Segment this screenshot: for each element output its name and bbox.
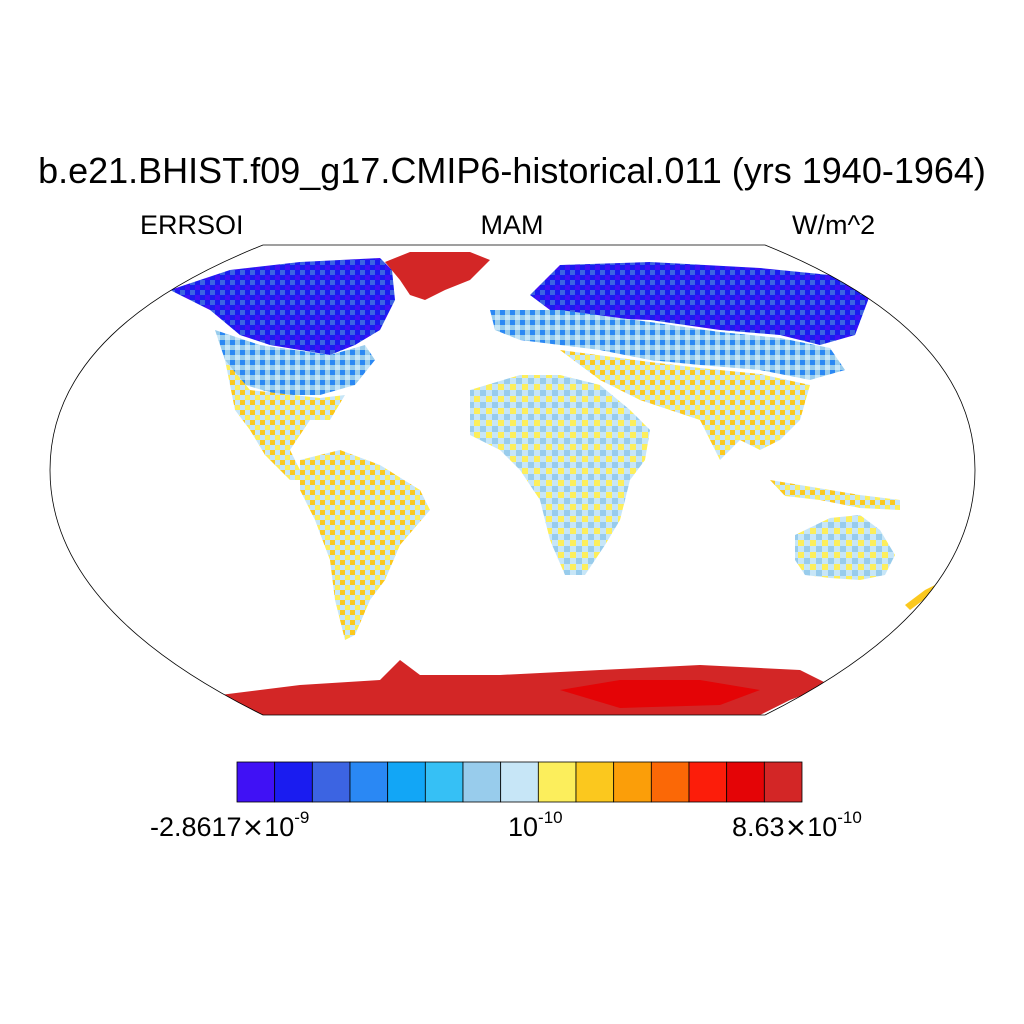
colorbar-label-mid: 10-10 (508, 808, 563, 842)
land-fill (170, 252, 935, 715)
colorbar-box-9 (575, 761, 615, 803)
plot-title: b.e21.BHIST.f09_g17.CMIP6-historical.011… (38, 150, 986, 191)
eurasia-mid (490, 310, 845, 380)
left-string: ERRSOI (140, 210, 244, 240)
colorbar-box-1 (274, 761, 313, 803)
colorbar-label-min: -2.8617×10-9 (150, 808, 310, 843)
colorbar-box-13 (726, 761, 765, 803)
colorbar-box-11 (650, 761, 690, 803)
north-america-land (170, 258, 395, 355)
indonesia-land (770, 480, 900, 510)
colorbar-box-0 (236, 761, 276, 803)
colorbar (236, 761, 803, 803)
colorbar-box-3 (349, 761, 389, 803)
colorbar-box-7 (500, 761, 539, 803)
greenland-land (385, 252, 490, 300)
center-string: MAM (480, 210, 544, 240)
colorbar-box-4 (387, 761, 426, 803)
colorbar-box-5 (424, 761, 464, 803)
antarctica-core (560, 680, 760, 708)
right-string: W/m^2 (792, 210, 876, 240)
north-america-mid (215, 330, 375, 395)
australia-land (795, 515, 895, 580)
north-america-south (225, 360, 345, 480)
colorbar-label-max: 8.63×10-10 (732, 808, 862, 843)
south-america-land (300, 450, 430, 640)
eurasia-north (530, 262, 870, 345)
colorbar-box-14 (763, 761, 803, 803)
asia-south (560, 350, 810, 460)
africa-land (470, 375, 650, 575)
colorbar-box-2 (311, 761, 351, 803)
colorbar-box-8 (537, 761, 577, 803)
colorbar-box-10 (613, 761, 652, 803)
colorbar-box-6 (462, 761, 502, 803)
new-zealand-land (905, 585, 935, 610)
colorbar-box-12 (688, 761, 728, 803)
map-border (49, 244, 976, 716)
